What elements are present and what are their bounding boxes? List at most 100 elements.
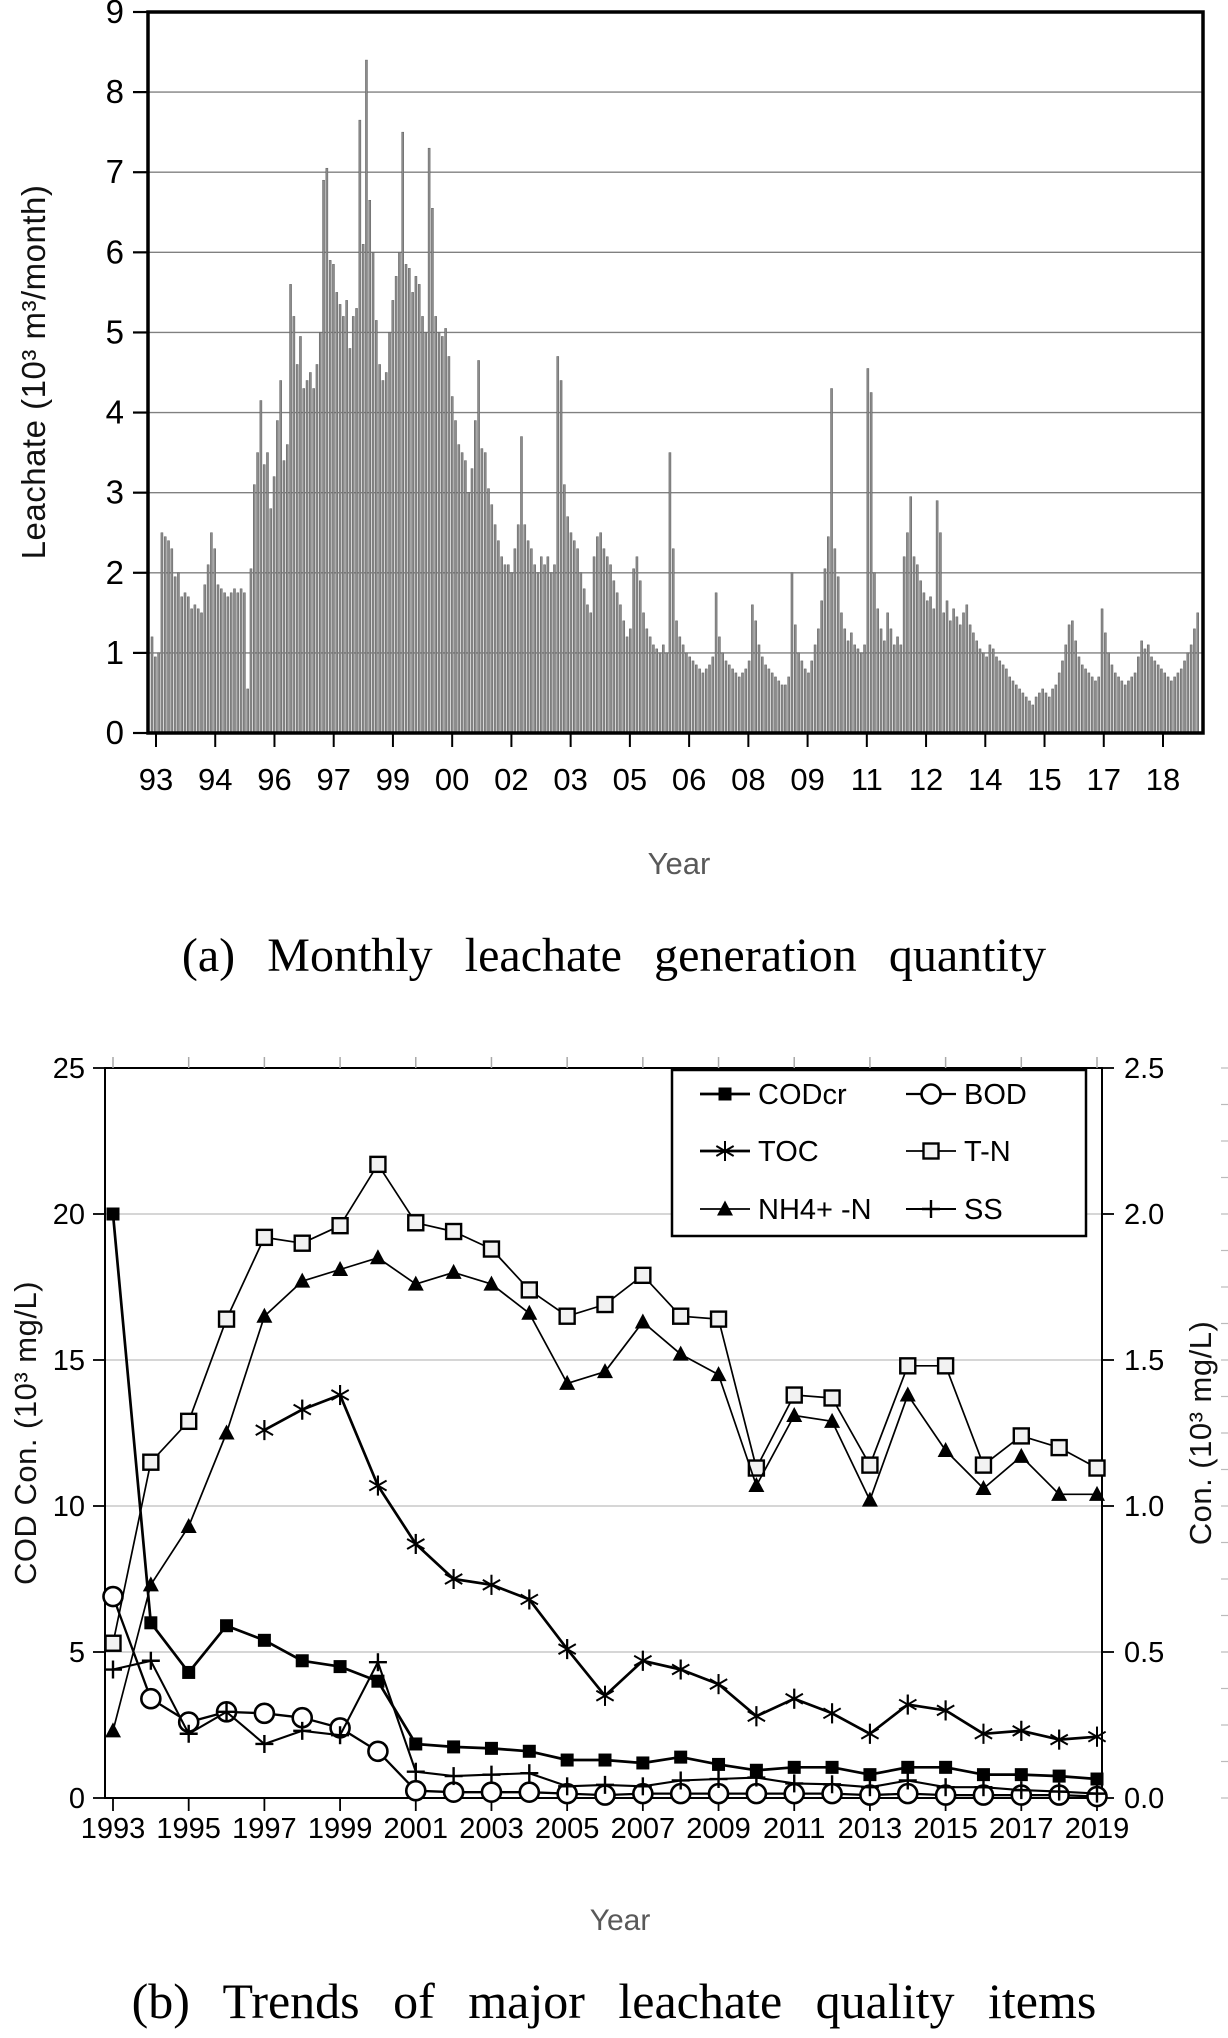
bar — [243, 592, 246, 734]
bar — [180, 596, 183, 734]
legend-item-ss: SS — [906, 1194, 1003, 1226]
bar — [886, 612, 889, 734]
svg-text:08: 08 — [731, 762, 765, 797]
svg-text:14: 14 — [968, 762, 1002, 797]
bar — [846, 640, 850, 734]
bar — [365, 59, 368, 734]
chart-b-gridlines — [105, 1213, 1102, 1653]
bar — [998, 660, 1002, 734]
svg-text:6: 6 — [106, 233, 124, 270]
bar — [312, 388, 315, 734]
svg-text:T-N: T-N — [964, 1136, 1011, 1168]
legend-item-codcr: CODcr — [700, 1079, 847, 1111]
bar — [566, 516, 569, 734]
bar — [1113, 672, 1117, 734]
bar — [836, 576, 840, 734]
bar — [1120, 680, 1124, 734]
bar — [454, 420, 457, 734]
bar — [338, 304, 342, 734]
bar — [1064, 644, 1068, 734]
bar — [1071, 620, 1074, 734]
bar — [262, 464, 266, 734]
bar — [553, 564, 556, 734]
bar — [269, 508, 273, 734]
bar — [1100, 608, 1104, 734]
bar — [381, 380, 385, 734]
bar — [1097, 676, 1101, 734]
bar — [629, 628, 632, 734]
svg-text:03: 03 — [553, 762, 587, 797]
bar — [464, 460, 467, 734]
svg-text:05: 05 — [613, 762, 647, 797]
bar — [1018, 688, 1021, 734]
bar — [737, 676, 741, 734]
bar — [388, 332, 391, 734]
bar — [1034, 696, 1038, 734]
bar — [701, 672, 705, 734]
series-toc — [255, 1385, 1107, 1750]
bar — [777, 680, 781, 734]
svg-text:15: 15 — [1027, 762, 1061, 797]
bar — [784, 684, 787, 734]
bar — [1021, 692, 1025, 734]
bar — [318, 332, 322, 734]
bar — [302, 388, 306, 734]
svg-text:2005: 2005 — [535, 1813, 600, 1845]
bar — [1176, 672, 1180, 734]
bar — [1133, 672, 1137, 734]
bar — [704, 668, 708, 734]
bar — [830, 388, 833, 734]
bar — [328, 260, 332, 734]
svg-text:96: 96 — [257, 762, 291, 797]
bar — [935, 500, 939, 734]
bar — [1028, 700, 1031, 734]
bar — [239, 588, 243, 734]
bar — [609, 564, 612, 734]
svg-text:1993: 1993 — [81, 1813, 146, 1845]
bar — [216, 584, 220, 734]
bar — [401, 131, 404, 734]
bar — [922, 592, 926, 734]
svg-text:2.0: 2.0 — [1124, 1199, 1164, 1231]
bar — [932, 608, 936, 734]
series-codcr — [106, 1207, 1104, 1786]
bar — [724, 660, 728, 734]
svg-text:93: 93 — [139, 762, 173, 797]
bar — [530, 548, 533, 734]
bar — [592, 556, 596, 734]
bar — [190, 608, 193, 734]
bar — [668, 452, 672, 734]
svg-text:0.0: 0.0 — [1124, 1783, 1164, 1815]
bar — [638, 580, 642, 734]
bar — [322, 179, 325, 734]
bar — [163, 536, 167, 734]
bar — [536, 572, 540, 734]
bar — [698, 668, 701, 734]
bar — [226, 596, 230, 734]
bar — [437, 332, 441, 734]
bar — [975, 640, 978, 734]
svg-text:1999: 1999 — [308, 1813, 373, 1845]
svg-text:00: 00 — [435, 762, 469, 797]
bar — [869, 392, 873, 734]
bar — [345, 300, 348, 734]
caption-b: (b) Trends of major leachate quality ite… — [131, 1973, 1097, 2029]
bar — [972, 632, 975, 734]
bar — [510, 572, 513, 734]
bar — [292, 316, 296, 734]
bar — [358, 119, 362, 734]
bar — [507, 564, 510, 734]
bar — [1041, 688, 1044, 734]
bar — [787, 676, 790, 734]
bar — [985, 656, 988, 734]
bar — [348, 348, 352, 734]
bar — [1038, 692, 1041, 734]
bar — [678, 636, 682, 734]
bar — [810, 660, 814, 734]
bar — [371, 252, 375, 734]
bar — [797, 652, 800, 734]
bar — [1051, 688, 1054, 734]
svg-text:94: 94 — [198, 762, 232, 797]
svg-text:8: 8 — [106, 73, 124, 110]
